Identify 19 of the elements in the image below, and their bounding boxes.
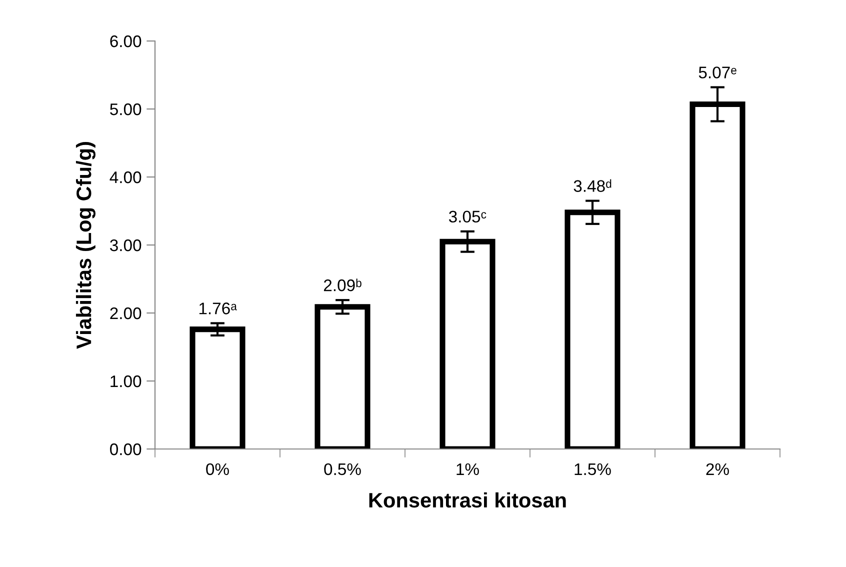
data-label: 1.76ᵃ (199, 302, 237, 314)
y-tick-label: 0.00 (110, 443, 142, 456)
y-tick-label: 3.00 (110, 239, 142, 252)
y-tick-label: 4.00 (110, 171, 142, 184)
x-tick-label: 1.5% (574, 463, 611, 476)
y-tick-label: 2.00 (110, 307, 142, 320)
data-label: 3.48ᵈ (574, 179, 612, 192)
y-tick-label: 5.00 (110, 103, 142, 116)
y-axis-title: Viabilitas (Log Cfu/g) (76, 142, 96, 349)
x-tick-label: 0% (206, 463, 229, 476)
x-tick-label: 1% (456, 463, 479, 476)
x-tick-label: 0.5% (324, 463, 361, 476)
y-tick-label: 1.00 (110, 375, 142, 388)
x-tick-label: 2% (706, 463, 729, 476)
data-label: 5.07ᵉ (698, 66, 736, 78)
x-axis-title: Konsentrasi kitosan (369, 492, 566, 508)
y-tick-label: 6.00 (110, 35, 142, 48)
data-label: 3.05ᶜ (448, 210, 486, 223)
data-label: 2.09ᵇ (324, 278, 362, 292)
